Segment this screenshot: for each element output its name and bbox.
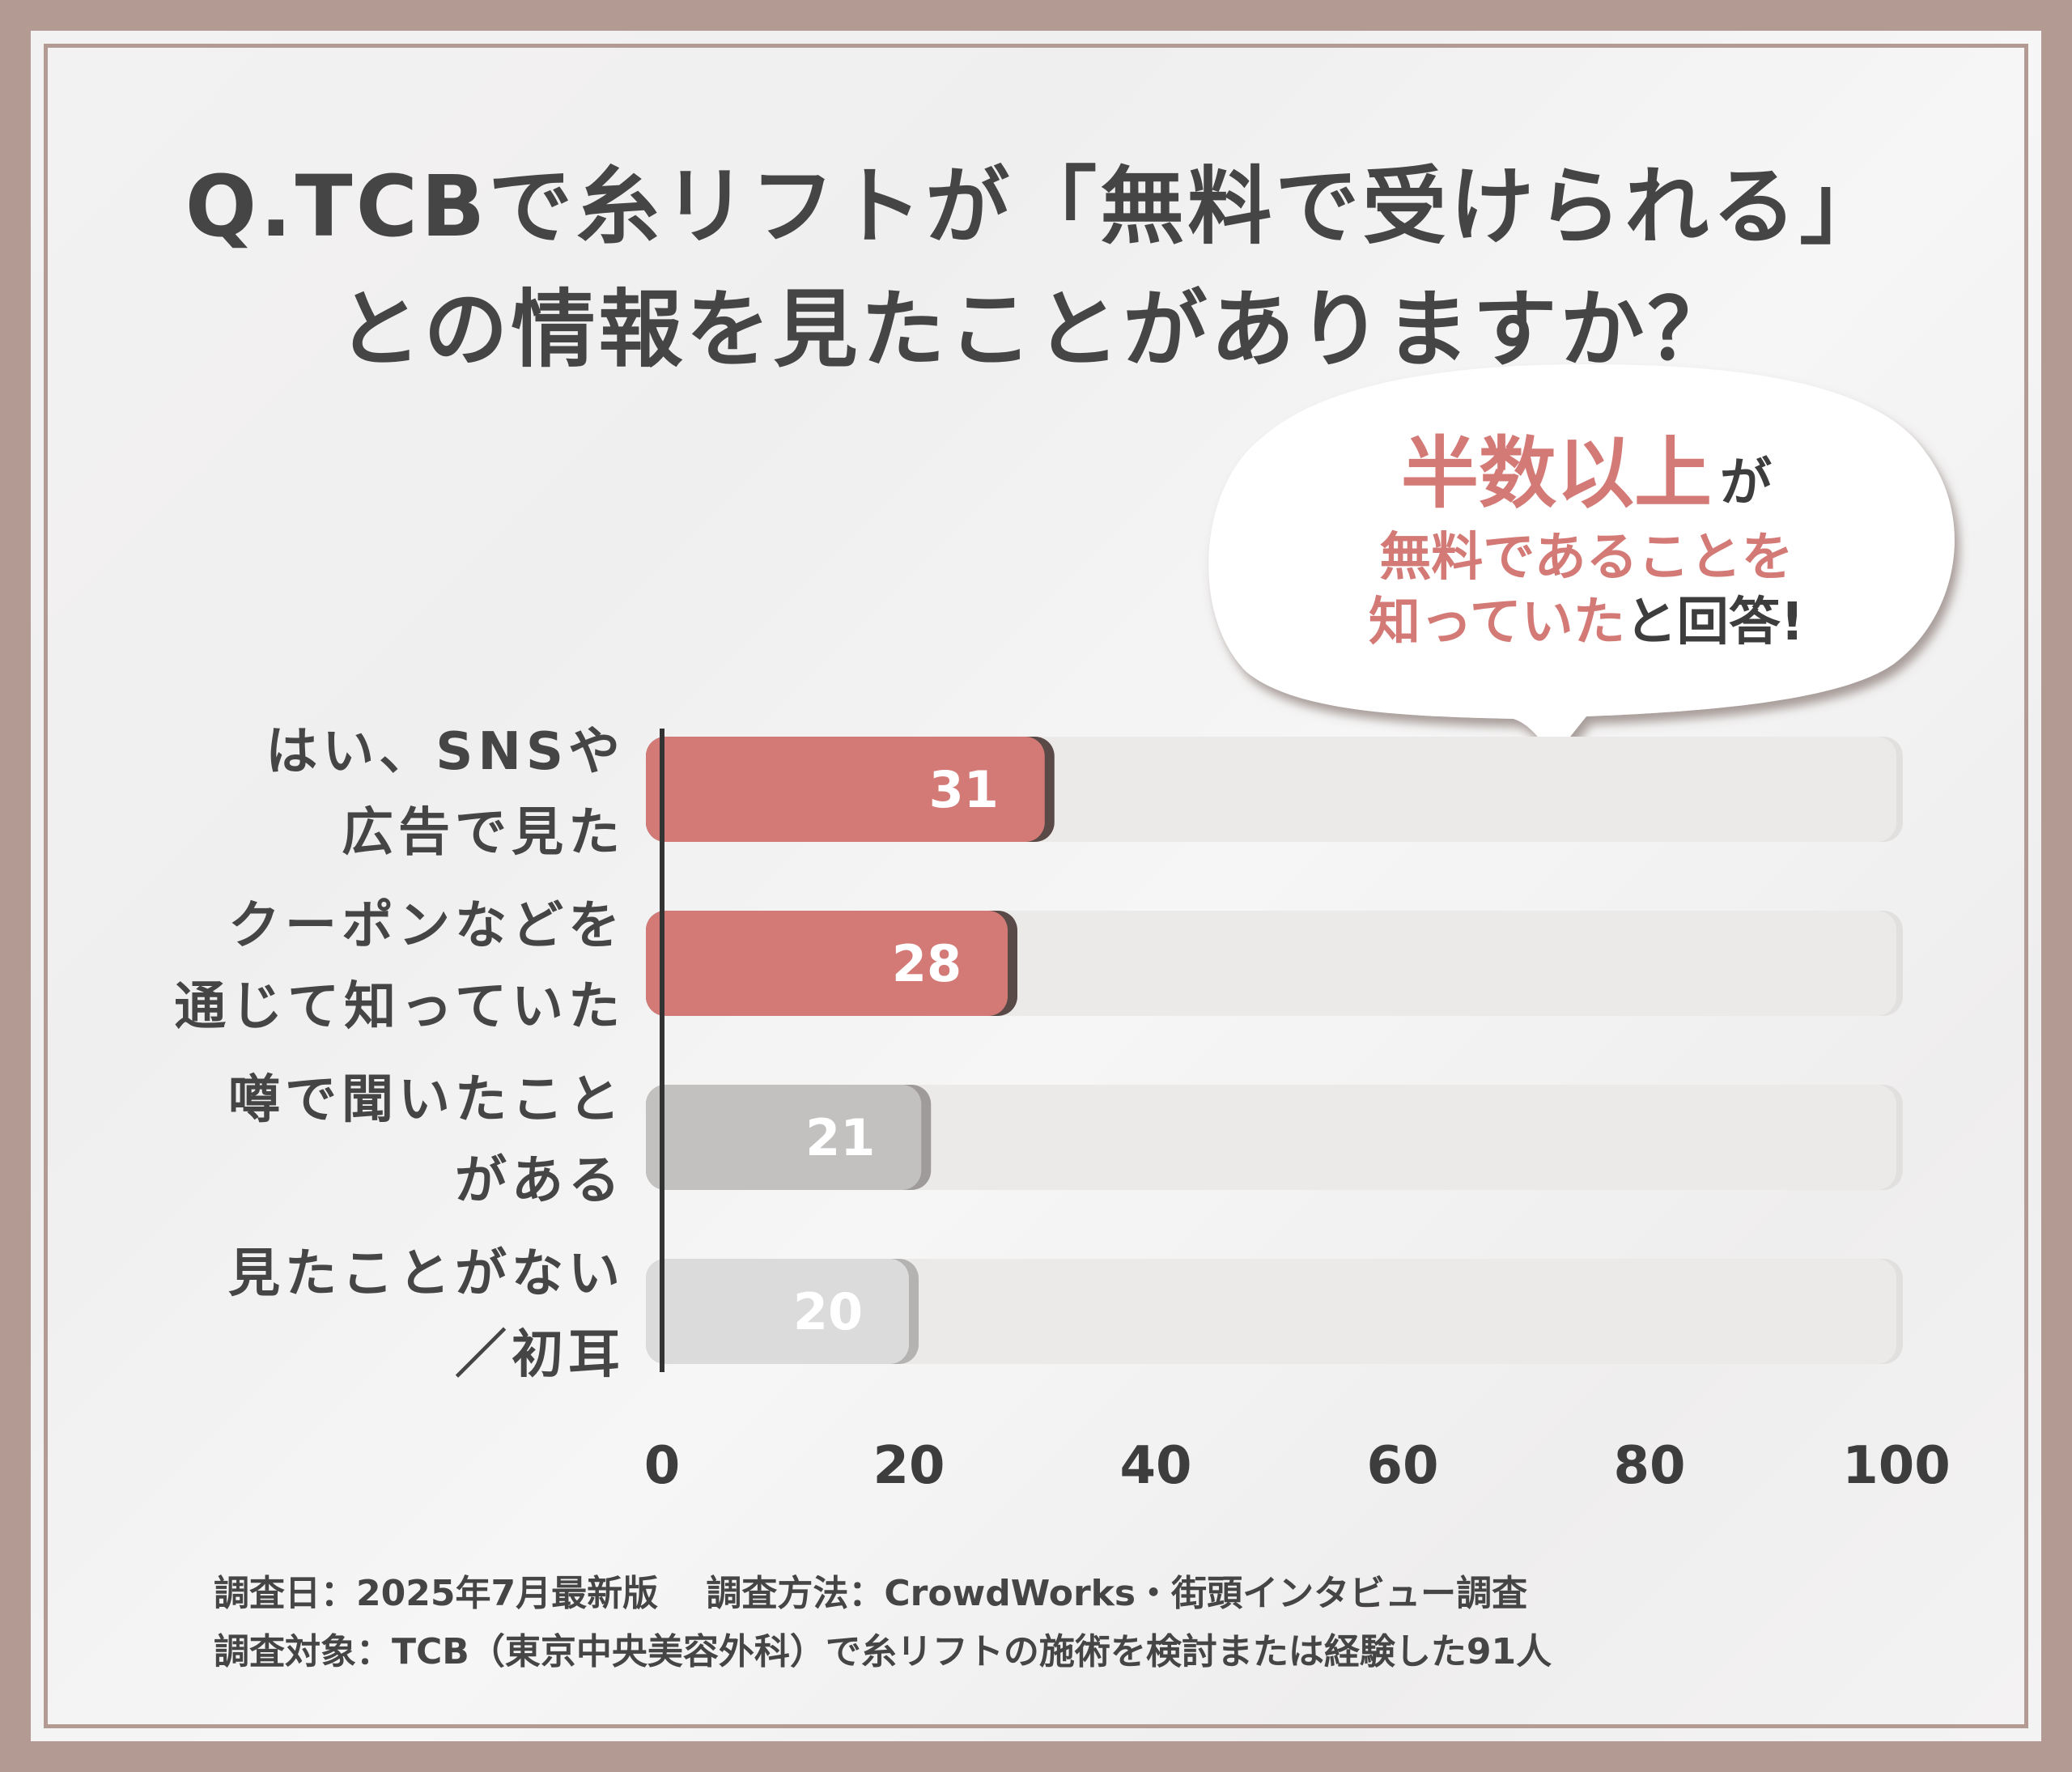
survey-footer-line-1: 調査日：2025年7月最新版 調査方法：CrowdWorks・街頭インタビュー調… (214, 1573, 1528, 1614)
question-title-line-1: Q.TCBで糸リフトが「無料で受けられる」 (185, 157, 1887, 256)
bar (646, 737, 1045, 842)
callout-line-1-suffix: が (1720, 453, 1772, 513)
bar-value-label: 31 (929, 760, 999, 819)
category-label: がある (455, 1151, 625, 1211)
callout-line-2: 無料であることを (1379, 528, 1793, 588)
x-tick-label: 40 (1119, 1436, 1191, 1496)
inner-border (44, 44, 2028, 1728)
category-label: 広告で見た (342, 803, 625, 863)
background-panel (31, 31, 2041, 1741)
category-label: ／初耳 (455, 1325, 625, 1385)
callout-highlight: 半数以上 (1401, 428, 1712, 519)
category-label: クーポンなどを (228, 896, 625, 956)
callout-line-3-highlight: 知っていた (1369, 593, 1625, 652)
bar-track (662, 1259, 1896, 1364)
category-label: はい、SNSや (265, 722, 625, 782)
callout-bubble: 半数以上が 無料であることを 知っていたと回答! (1208, 364, 1955, 814)
category-label: 通じて知っていた (174, 977, 625, 1037)
bar-value-label: 28 (892, 934, 962, 993)
x-tick-label: 60 (1366, 1436, 1438, 1496)
survey-footer-line-2: 調査対象：TCB（東京中央美容外科）で糸リフトの施術を検討または経験した91人 (214, 1631, 1552, 1672)
x-tick-label: 0 (644, 1436, 681, 1496)
bar (646, 911, 1008, 1016)
category-label: 噂で聞いたこと (228, 1070, 625, 1130)
x-tick-label: 100 (1842, 1436, 1951, 1496)
bar-value-label: 20 (793, 1282, 863, 1341)
x-tick-label: 80 (1613, 1436, 1685, 1496)
category-label: 見たことがない (228, 1244, 625, 1304)
bar-track (662, 1085, 1896, 1190)
bar (646, 1259, 909, 1364)
callout-line-3-suffix: と回答! (1625, 593, 1804, 652)
callout-line-3: 知っていたと回答! (1369, 593, 1804, 652)
callout-bubble-shape (1208, 364, 1955, 757)
x-tick-label: 20 (873, 1436, 945, 1496)
bar (646, 1085, 922, 1190)
callout-line-1: 半数以上が (1401, 428, 1772, 519)
question-title-line-2: との情報を見たことがありますか？ (337, 280, 1735, 379)
bar-value-label: 21 (805, 1108, 875, 1167)
